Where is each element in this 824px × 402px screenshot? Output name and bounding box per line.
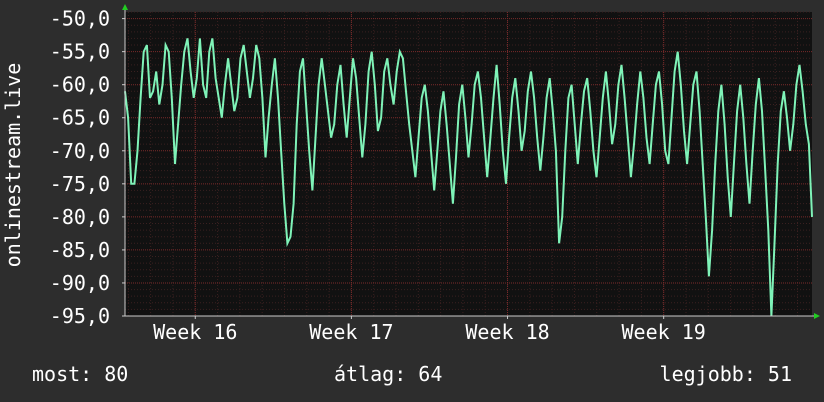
x-tick-labels: Week 16 Week 17 Week 18 Week 19 (153, 320, 706, 344)
x-axis-arrow (814, 313, 820, 319)
y-tick-label: -90,0 (50, 271, 110, 295)
legend-average: átlag: 64 (334, 362, 443, 386)
axes (122, 4, 820, 319)
legend-current: most: 80 (32, 362, 129, 386)
y-tick-label: -95,0 (50, 304, 110, 328)
y-axis-arrow (122, 4, 128, 10)
legend-best: legjobb: 51 (659, 362, 792, 386)
series-line (124, 38, 813, 317)
y-tick-labels: -50,0 -55,0 -60,0 -65,0 -70,0 -75,0 -80,0 -85,0… (50, 7, 110, 328)
y-tick-label: -70,0 (50, 139, 110, 163)
y-tick-label: -50,0 (50, 7, 110, 31)
y-tick-label: -55,0 (50, 40, 110, 64)
y-tick-label: -65,0 (50, 106, 110, 130)
y-tick-label: -75,0 (50, 172, 110, 196)
y-tick-label: -80,0 (50, 205, 110, 229)
series-layer (124, 38, 813, 317)
x-tick-label: Week 16 (153, 320, 237, 344)
y-tick-label: -60,0 (50, 73, 110, 97)
x-tick-label: Week 19 (622, 320, 706, 344)
x-tick-label: Week 17 (309, 320, 393, 344)
x-tick-label: Week 18 (465, 320, 549, 344)
y-tick-label: -85,0 (50, 238, 110, 262)
y-axis-label: onlinestream.live (1, 63, 25, 268)
